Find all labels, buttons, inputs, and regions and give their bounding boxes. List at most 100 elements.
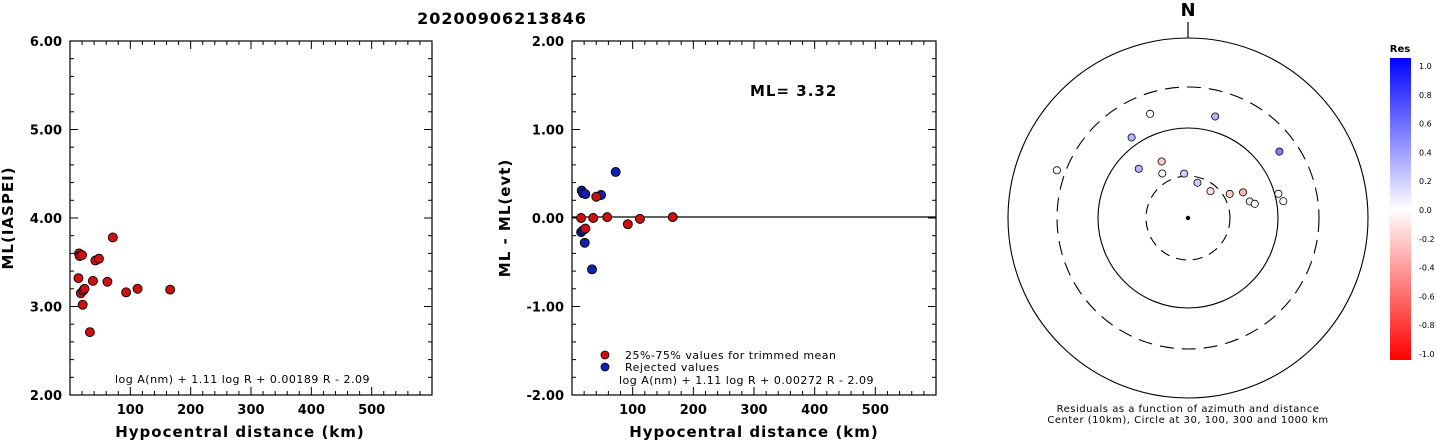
station-markers (1052, 109, 1288, 208)
y-ticks: 2.00 3.00 4.00 5.00 6.00 (30, 35, 432, 404)
y-tick-label: 5.00 (30, 124, 62, 139)
station-marker (1052, 166, 1061, 175)
colorbar-label: -0.8 (1419, 321, 1435, 330)
station-marker (1275, 147, 1284, 156)
station-marker (1239, 188, 1248, 197)
data-points (73, 232, 176, 338)
y-tick-label: 4.00 (30, 212, 62, 227)
chart-ml-iaspei: 2.00 3.00 4.00 5.00 6.00 100 200 300 400 500 log… (0, 35, 433, 441)
station-marker (1180, 169, 1189, 178)
x-tick-label: 200 (177, 403, 204, 418)
data-point (84, 327, 95, 338)
y-tick-label: -2.00 (527, 389, 564, 404)
y-tick-label: 2.00 (30, 389, 62, 404)
colorbar-title: Res (1390, 44, 1410, 55)
x-tick-label: 200 (680, 403, 707, 418)
colorbar-gradient (1390, 58, 1411, 360)
station-marker (1127, 133, 1136, 142)
y-tick-label: 0.00 (532, 212, 564, 227)
x-tick-label: 400 (298, 403, 325, 418)
station-marker (1134, 164, 1143, 173)
x-axis-label: Hypocentral distance (km) (115, 423, 365, 441)
x-axis-label: Hypocentral distance (km) (629, 423, 879, 441)
rejected-point (579, 237, 590, 248)
rejected-point (580, 189, 591, 200)
data-point (77, 299, 88, 310)
x-tick-label: 400 (801, 403, 828, 418)
station-marker (1206, 187, 1215, 196)
formula-label: log A(nm) + 1.11 log R + 0.00272 R - 2.0… (619, 374, 874, 387)
legend-label-rejected: Rejected values (625, 361, 720, 374)
formula-label: log A(nm) + 1.11 log R + 0.00189 R - 2.0… (115, 373, 370, 386)
legend-marker-trimmed (600, 350, 610, 360)
chart-ml-residual: -2.00 -1.00 0.00 1.00 2.00 100 200 300 400 500 M… (496, 35, 937, 441)
event-title: 20200906213846 (417, 9, 587, 28)
y-tick-label: 1.00 (532, 124, 564, 139)
x-tick-label: 100 (117, 403, 144, 418)
data-points (576, 167, 678, 275)
north-label: N (1180, 0, 1195, 21)
data-point (107, 232, 118, 243)
station-marker (1274, 189, 1283, 198)
colorbar-labels: 1.0 0.8 0.6 0.4 0.2 0.0 -0.2 -0.4 -0.6 -0.8 -1.0 (1419, 62, 1435, 359)
ring-100km (1097, 127, 1279, 309)
x-tick-label: 500 (862, 403, 889, 418)
y-axis-label: ML(IASPEI) (0, 166, 17, 269)
colorbar-label: 0.6 (1419, 120, 1432, 129)
trimmed-mean-point (602, 212, 613, 223)
colorbar-label: 0.0 (1419, 206, 1432, 215)
legend-marker-rejected (600, 362, 610, 372)
x-tick-label: 100 (619, 403, 646, 418)
colorbar-label: 1.0 (1419, 62, 1432, 71)
station-marker (1193, 178, 1202, 187)
trimmed-mean-point (667, 212, 678, 223)
ring-30km (1145, 175, 1231, 261)
station-marker (1157, 157, 1166, 166)
data-point (77, 250, 88, 261)
legend: 25%-75% values for trimmed mean Rejected… (600, 349, 837, 374)
x-tick-label: 300 (237, 403, 264, 418)
plot-frame (69, 40, 433, 396)
station-marker (1146, 109, 1155, 118)
y-tick-label: 6.00 (30, 35, 62, 50)
y-tick-label: 3.00 (30, 301, 62, 316)
data-point (79, 283, 90, 294)
ring-300km (1056, 86, 1320, 350)
x-tick-label: 300 (740, 403, 767, 418)
y-axis-label: ML - ML(evt) (496, 159, 514, 277)
colorbar-label: -1.0 (1419, 350, 1435, 359)
x-ticks: 100 200 300 400 500 (583, 41, 925, 418)
trimmed-mean-point (591, 191, 602, 202)
station-marker (1158, 169, 1167, 178)
ring-1000km (1007, 37, 1369, 399)
y-ticks: -2.00 -1.00 0.00 1.00 2.00 (527, 35, 936, 404)
data-point (102, 276, 113, 287)
data-point (165, 284, 176, 295)
trimmed-mean-point (634, 213, 645, 224)
data-point (132, 283, 143, 294)
data-point (87, 275, 98, 286)
station-marker (1250, 199, 1259, 208)
trimmed-mean-point (588, 213, 599, 223)
legend-label-trimmed: 25%-75% values for trimmed mean (625, 349, 837, 362)
trimmed-mean-point (580, 223, 591, 234)
epicenter-marker (1185, 215, 1191, 221)
ml-annotation: ML= 3.32 (750, 82, 837, 100)
station-marker (1225, 189, 1234, 198)
station-marker (1279, 197, 1288, 206)
colorbar-label: -0.4 (1419, 264, 1435, 273)
residual-colorbar: Res 1.0 0.8 0.6 0.4 0.2 0.0 -0.2 -0.4 -0.6 -0.8 -1… (1390, 44, 1435, 360)
colorbar-label: 0.8 (1419, 91, 1432, 100)
rejected-point (610, 167, 621, 177)
colorbar-label: 0.4 (1419, 148, 1432, 157)
data-point (94, 253, 104, 264)
data-point (121, 287, 132, 298)
trimmed-mean-point (622, 219, 633, 230)
colorbar-label: -0.2 (1419, 235, 1435, 244)
colorbar-label: -0.6 (1419, 292, 1435, 301)
data-point (73, 273, 84, 284)
polar-residual-map: N Residuals as a function of azimuth and… (1007, 0, 1369, 426)
colorbar-label: 0.2 (1419, 177, 1432, 186)
y-tick-label: 2.00 (532, 35, 564, 50)
